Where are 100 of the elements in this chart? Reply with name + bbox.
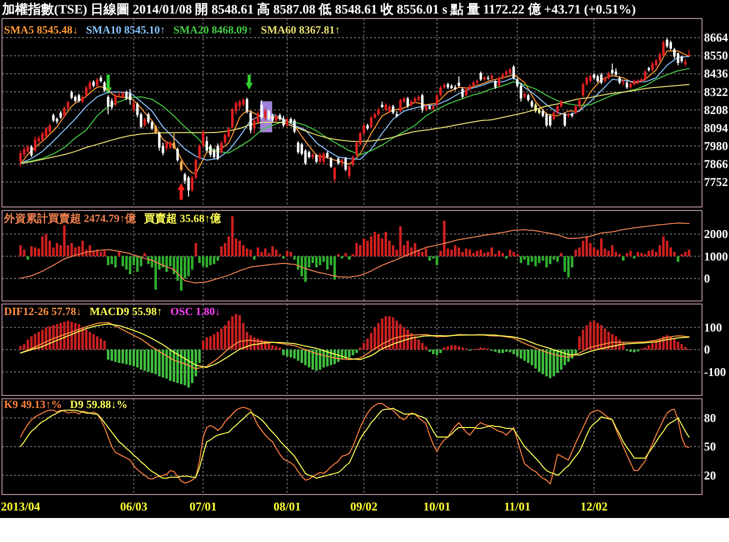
candlestick bbox=[498, 76, 500, 88]
series-label: MACD9 55.98↑ bbox=[90, 306, 162, 318]
candlestick bbox=[344, 156, 347, 172]
bar bbox=[136, 350, 139, 368]
bar bbox=[315, 256, 318, 268]
bar bbox=[428, 256, 431, 261]
bar bbox=[648, 345, 650, 350]
bar bbox=[556, 350, 559, 374]
series-label: 買賣超 35.68↑億 bbox=[143, 212, 222, 225]
bar bbox=[501, 350, 504, 353]
bar bbox=[260, 252, 263, 256]
bar bbox=[592, 320, 596, 350]
bar bbox=[286, 250, 288, 256]
bar bbox=[402, 327, 406, 350]
candlestick bbox=[296, 140, 300, 154]
candlestick bbox=[158, 131, 161, 152]
bar bbox=[542, 350, 544, 374]
candlestick bbox=[534, 102, 537, 114]
bar bbox=[238, 315, 241, 350]
bar bbox=[374, 232, 376, 256]
x-tick-label: 12/02 bbox=[580, 500, 608, 514]
bar bbox=[312, 350, 314, 370]
candlestick bbox=[399, 98, 402, 114]
bar bbox=[216, 256, 220, 261]
bar bbox=[538, 350, 540, 372]
candlestick bbox=[406, 96, 409, 108]
bar bbox=[41, 236, 44, 256]
bar bbox=[644, 347, 646, 350]
candlestick bbox=[212, 148, 216, 160]
bar bbox=[74, 322, 77, 350]
candlestick bbox=[318, 152, 322, 164]
bar bbox=[231, 316, 234, 350]
bar bbox=[552, 350, 556, 376]
bar bbox=[44, 234, 48, 256]
candlestick bbox=[34, 136, 36, 153]
bar bbox=[468, 250, 472, 256]
text: SMA60 8367.81↑ bbox=[260, 24, 340, 36]
candlestick bbox=[260, 100, 263, 120]
candlestick bbox=[85, 85, 88, 98]
bar bbox=[264, 248, 266, 256]
bar bbox=[202, 340, 204, 350]
bar bbox=[110, 256, 114, 264]
bar bbox=[458, 346, 460, 350]
bar bbox=[231, 216, 234, 256]
candlestick bbox=[216, 143, 220, 161]
candlestick bbox=[48, 123, 51, 134]
bar bbox=[326, 256, 329, 270]
bar bbox=[249, 250, 252, 256]
bar bbox=[78, 324, 80, 350]
y-tick-label: -100 bbox=[704, 364, 726, 379]
bar bbox=[256, 247, 260, 256]
candlestick bbox=[30, 144, 33, 158]
candlestick bbox=[315, 153, 318, 164]
candlestick bbox=[520, 82, 522, 102]
candlestick bbox=[362, 123, 366, 136]
bar bbox=[651, 250, 654, 256]
series-label: OSC 1.80↓ bbox=[170, 306, 220, 318]
bar bbox=[454, 245, 456, 256]
candlestick bbox=[176, 146, 179, 162]
bar bbox=[666, 240, 668, 256]
y-tick-label: 7752 bbox=[704, 174, 728, 189]
bar bbox=[154, 256, 157, 290]
candlestick bbox=[673, 47, 676, 60]
chart-title: 加權指數(TSE) 日線圖 2014/01/08 開 8548.61 高 8587.08 低 8548.61 收 8556.01 s 點 量 1172.22 億 +43.71 (+0.51%) bbox=[1, 2, 636, 16]
candlestick bbox=[512, 64, 515, 80]
bar bbox=[103, 340, 106, 350]
candlestick bbox=[644, 69, 646, 82]
bar bbox=[114, 256, 117, 268]
bar bbox=[88, 332, 92, 350]
bar bbox=[114, 350, 117, 362]
candlestick bbox=[44, 126, 48, 138]
bar bbox=[34, 247, 36, 256]
bar bbox=[234, 314, 238, 350]
bar bbox=[370, 236, 372, 256]
x-tick-label: 08/01 bbox=[274, 500, 301, 514]
bar bbox=[212, 334, 216, 350]
bar bbox=[194, 242, 198, 256]
bar bbox=[676, 256, 680, 262]
bar bbox=[81, 240, 84, 256]
y-tick-label: 8550 bbox=[704, 48, 728, 63]
bar bbox=[520, 350, 522, 359]
candlestick bbox=[150, 120, 154, 131]
bar bbox=[640, 252, 643, 256]
bar bbox=[589, 322, 592, 350]
bar bbox=[30, 246, 33, 256]
bar bbox=[458, 247, 460, 256]
bar bbox=[246, 248, 248, 256]
candlestick bbox=[651, 62, 654, 72]
bar bbox=[290, 252, 292, 256]
bar bbox=[604, 328, 606, 350]
candlestick bbox=[190, 175, 194, 192]
bar bbox=[278, 347, 282, 350]
bar bbox=[340, 256, 344, 259]
y-tick-label: 8094 bbox=[704, 120, 728, 135]
bar bbox=[520, 256, 522, 263]
candlestick bbox=[231, 107, 234, 129]
bar bbox=[206, 256, 208, 268]
bar bbox=[162, 350, 164, 378]
bar bbox=[454, 345, 456, 350]
bar bbox=[501, 252, 504, 256]
